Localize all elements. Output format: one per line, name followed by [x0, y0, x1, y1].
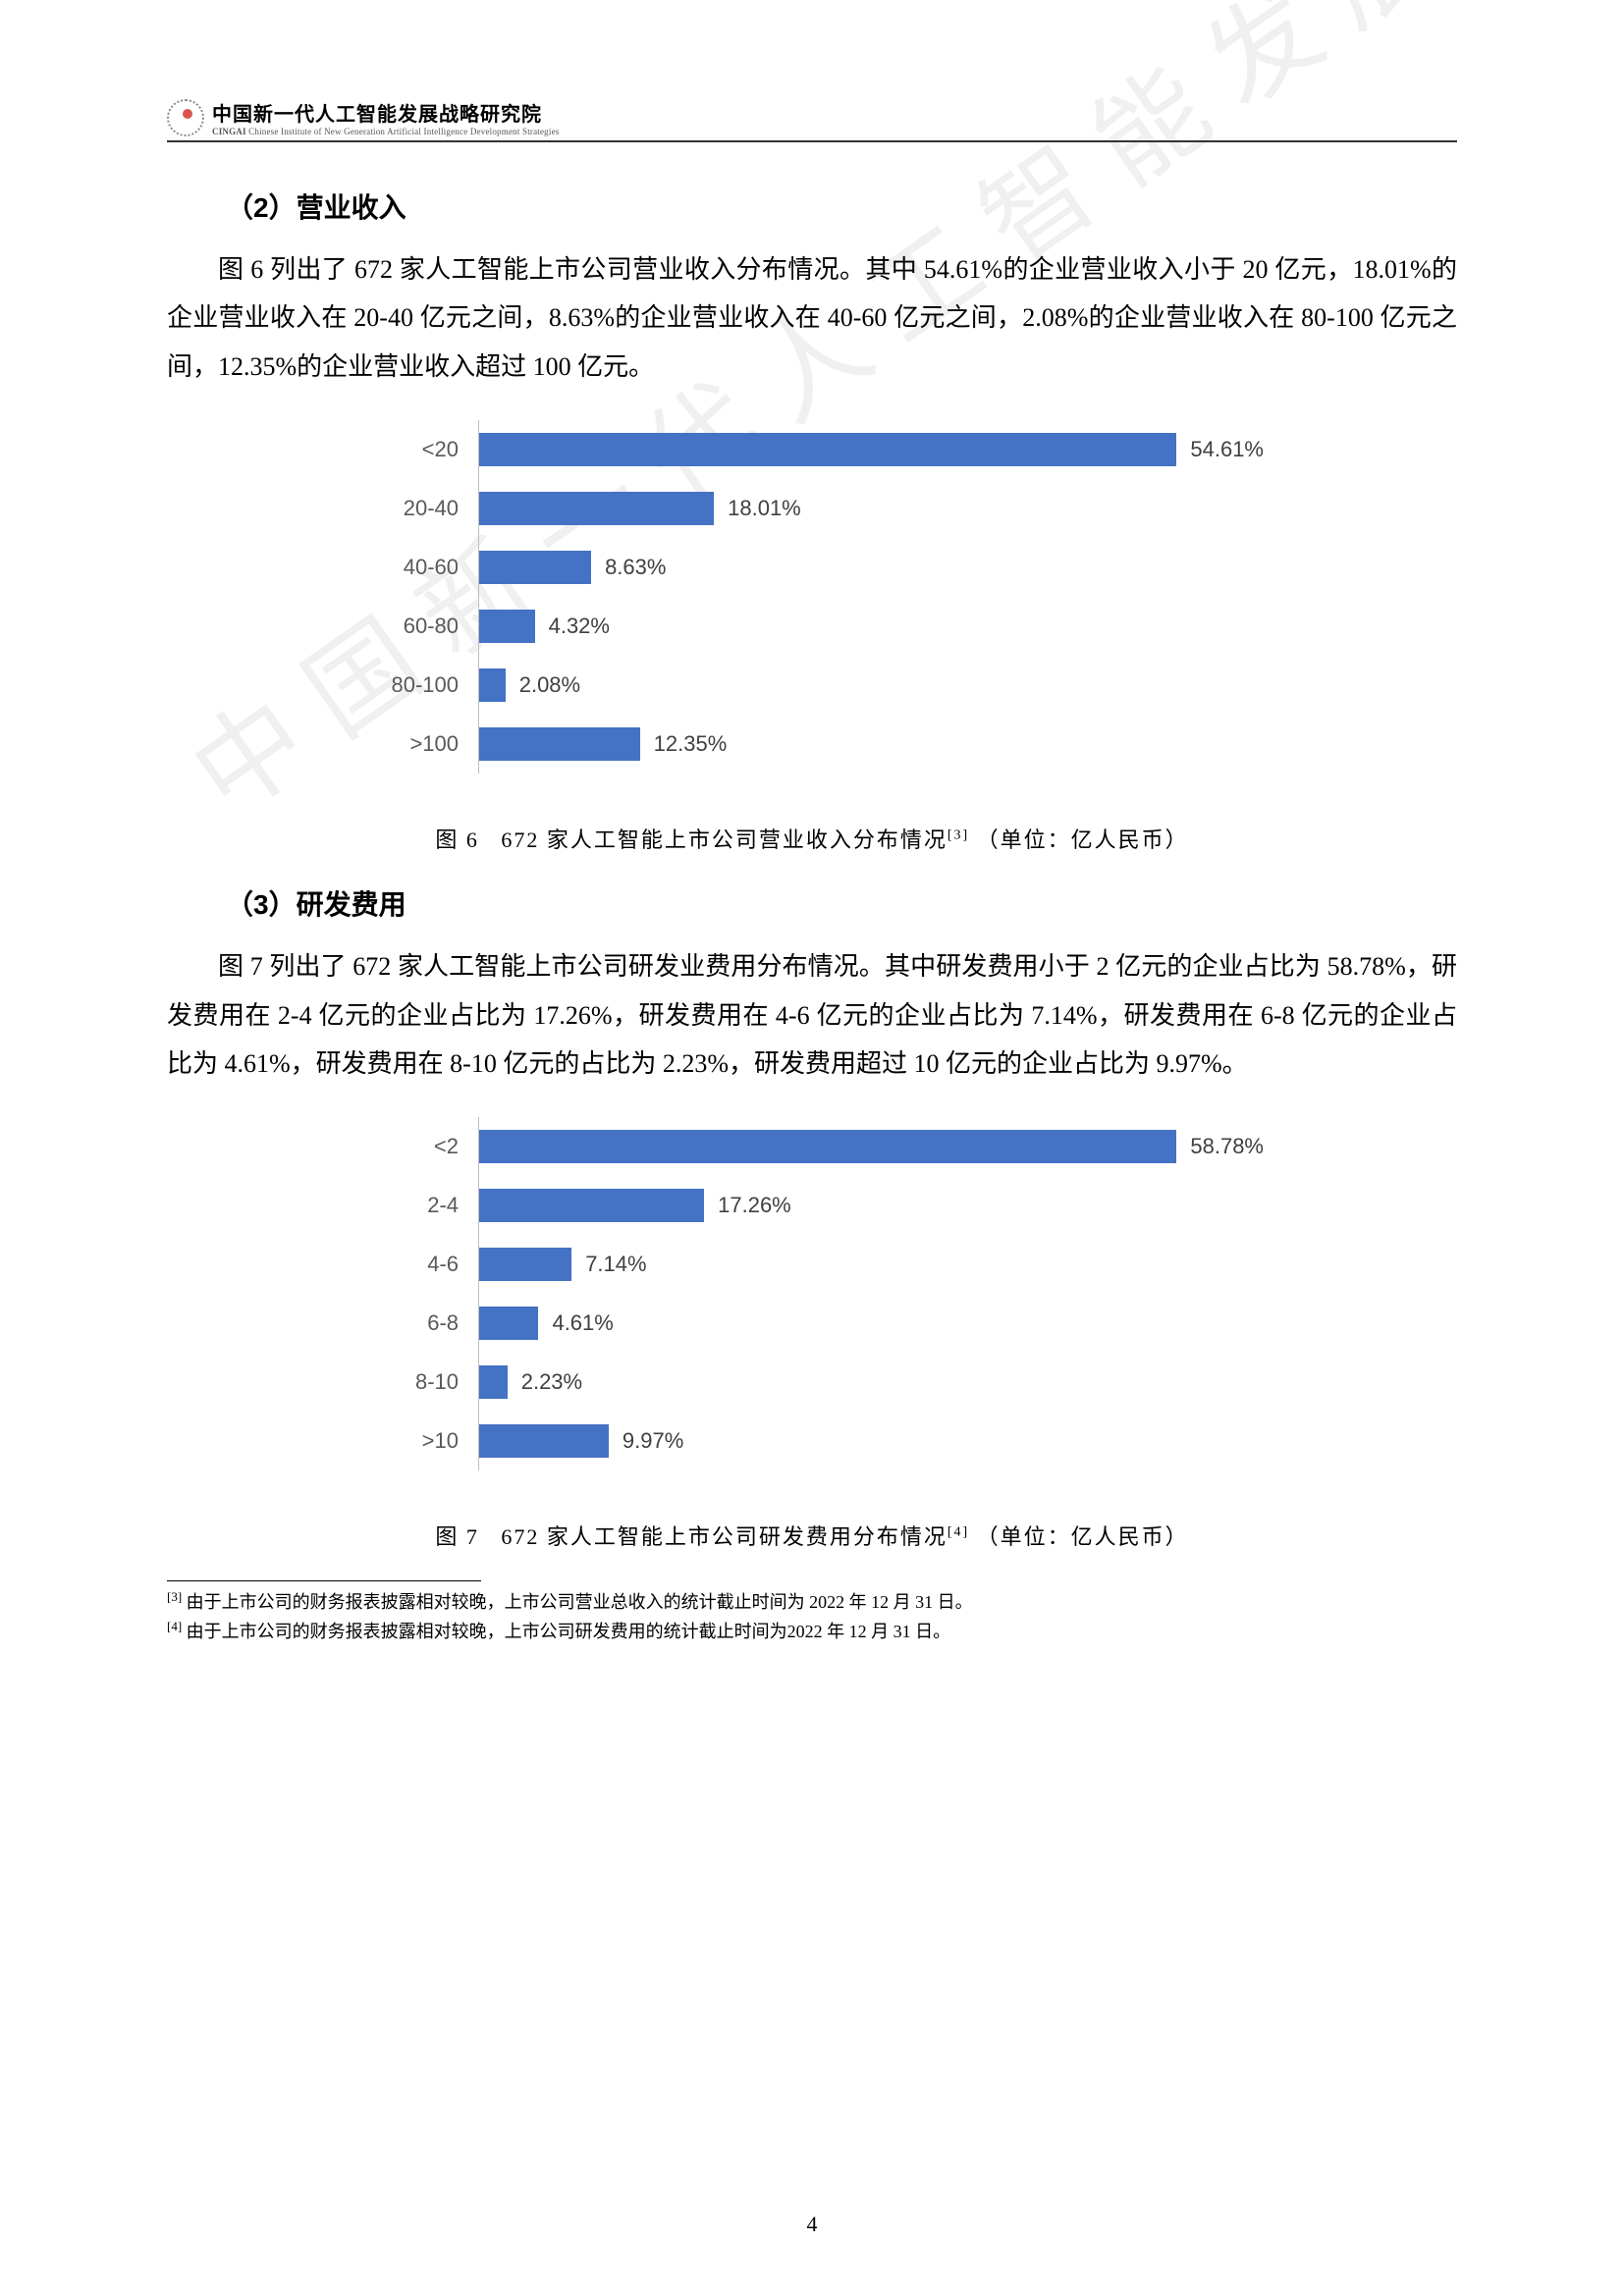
page-number: 4	[0, 2212, 1624, 2237]
chart-7-plot: <258.78%2-417.26%4-67.14%6-84.61%8-102.2…	[341, 1107, 1283, 1480]
org-pinyin: CINGAI	[212, 127, 246, 136]
chart-7: <258.78%2-417.26%4-67.14%6-84.61%8-102.2…	[341, 1107, 1283, 1480]
chart-value-label: 18.01%	[728, 496, 801, 521]
chart-category-label: >100	[341, 731, 459, 757]
chart-bar	[478, 1130, 1176, 1163]
section-heading-revenue: （2）营业收入	[226, 187, 1457, 226]
chart-bar	[478, 1365, 508, 1399]
chart-value-label: 9.97%	[623, 1428, 683, 1454]
chart-value-label: 7.14%	[585, 1252, 646, 1277]
chart-bar	[478, 727, 640, 761]
chart-category-label: 40-60	[341, 555, 459, 580]
chart-bar	[478, 1307, 538, 1340]
chart-value-label: 2.08%	[519, 672, 580, 698]
footnote-3: [3] 由于上市公司的财务报表披露相对较晚，上市公司营业总收入的统计截止时间为 …	[167, 1587, 1457, 1617]
org-name-cn: 中国新一代人工智能发展战略研究院	[212, 98, 559, 127]
chart-category-label: 4-6	[341, 1252, 459, 1277]
org-name-en: CINGAI Chinese Institute of New Generati…	[212, 127, 559, 136]
org-logo-icon	[167, 99, 204, 136]
chart-row: 60-804.32%	[478, 597, 1264, 656]
chart-row: 4-67.14%	[478, 1235, 1264, 1294]
chart-row: 80-1002.08%	[478, 656, 1264, 715]
chart-category-label: <2	[341, 1134, 459, 1159]
chart-6-caption-main: 672 家人工智能上市公司营业收入分布情况	[501, 828, 947, 852]
chart-bar	[478, 551, 591, 584]
chart-7-caption-main: 672 家人工智能上市公司研发费用分布情况	[501, 1524, 947, 1549]
chart-6-caption-prefix: 图 6	[435, 828, 479, 852]
chart-6-caption: 图 6 672 家人工智能上市公司营业收入分布情况[3] （单位：亿人民币）	[167, 823, 1457, 854]
chart-category-label: 6-8	[341, 1310, 459, 1336]
chart-6-plot: <2054.61%20-4018.01%40-608.63%60-804.32%…	[341, 410, 1283, 783]
footnote-4-text: 由于上市公司的财务报表披露相对较晚，上市公司研发费用的统计截止时间为2022 年…	[187, 1622, 951, 1641]
chart-6: <2054.61%20-4018.01%40-608.63%60-804.32%…	[341, 410, 1283, 783]
chart-category-label: 20-40	[341, 496, 459, 521]
chart-value-label: 8.63%	[605, 555, 666, 580]
chart-row: 20-4018.01%	[478, 479, 1264, 538]
chart-row: 2-417.26%	[478, 1176, 1264, 1235]
chart-value-label: 12.35%	[654, 731, 728, 757]
chart-6-footmark: [3]	[947, 828, 969, 843]
chart-6-caption-suffix: （单位：亿人民币）	[977, 828, 1189, 852]
chart-7-y-axis	[478, 1117, 479, 1470]
chart-bar	[478, 668, 506, 702]
chart-bar	[478, 610, 535, 643]
section-para-rd: 图 7 列出了 672 家人工智能上市公司研发业费用分布情况。其中研发费用小于 …	[167, 942, 1457, 1088]
chart-row: <2054.61%	[478, 420, 1264, 479]
page-header: 中国新一代人工智能发展战略研究院 CINGAI Chinese Institut…	[167, 98, 1457, 147]
chart-7-footmark: [4]	[947, 1525, 969, 1540]
section-para-revenue: 图 6 列出了 672 家人工智能上市公司营业收入分布情况。其中 54.61%的…	[167, 245, 1457, 391]
chart-bar	[478, 1248, 571, 1281]
chart-bar	[478, 1424, 609, 1458]
chart-row: >10012.35%	[478, 715, 1264, 774]
chart-category-label: <20	[341, 437, 459, 462]
chart-bar	[478, 1189, 704, 1222]
chart-row: 8-102.23%	[478, 1353, 1264, 1412]
header-divider	[167, 140, 1457, 142]
chart-row: >109.97%	[478, 1412, 1264, 1470]
chart-category-label: 60-80	[341, 614, 459, 639]
chart-bar	[478, 492, 714, 525]
chart-7-caption-suffix: （单位：亿人民币）	[977, 1524, 1189, 1549]
footnote-3-num: [3]	[167, 1589, 182, 1604]
chart-row: 6-84.61%	[478, 1294, 1264, 1353]
footnote-4-num: [4]	[167, 1619, 182, 1633]
chart-category-label: 8-10	[341, 1369, 459, 1395]
footnote-4: [4] 由于上市公司的财务报表披露相对较晚，上市公司研发费用的统计截止时间为20…	[167, 1617, 1457, 1646]
chart-value-label: 58.78%	[1190, 1134, 1264, 1159]
chart-value-label: 54.61%	[1190, 437, 1264, 462]
chart-6-y-axis	[478, 420, 479, 774]
chart-value-label: 4.32%	[549, 614, 610, 639]
chart-category-label: 80-100	[341, 672, 459, 698]
section-heading-rd: （3）研发费用	[226, 883, 1457, 923]
footnote-separator	[167, 1580, 481, 1581]
chart-category-label: >10	[341, 1428, 459, 1454]
chart-7-caption-prefix: 图 7	[435, 1524, 479, 1549]
chart-row: 40-608.63%	[478, 538, 1264, 597]
chart-value-label: 17.26%	[718, 1193, 791, 1218]
chart-bar	[478, 433, 1176, 466]
chart-row: <258.78%	[478, 1117, 1264, 1176]
chart-value-label: 4.61%	[552, 1310, 613, 1336]
org-en: Chinese Institute of New Generation Arti…	[248, 127, 559, 136]
chart-value-label: 2.23%	[521, 1369, 582, 1395]
chart-7-caption: 图 7 672 家人工智能上市公司研发费用分布情况[4] （单位：亿人民币）	[167, 1520, 1457, 1551]
footnote-3-text: 由于上市公司的财务报表披露相对较晚，上市公司营业总收入的统计截止时间为 2022…	[187, 1592, 973, 1612]
chart-category-label: 2-4	[341, 1193, 459, 1218]
